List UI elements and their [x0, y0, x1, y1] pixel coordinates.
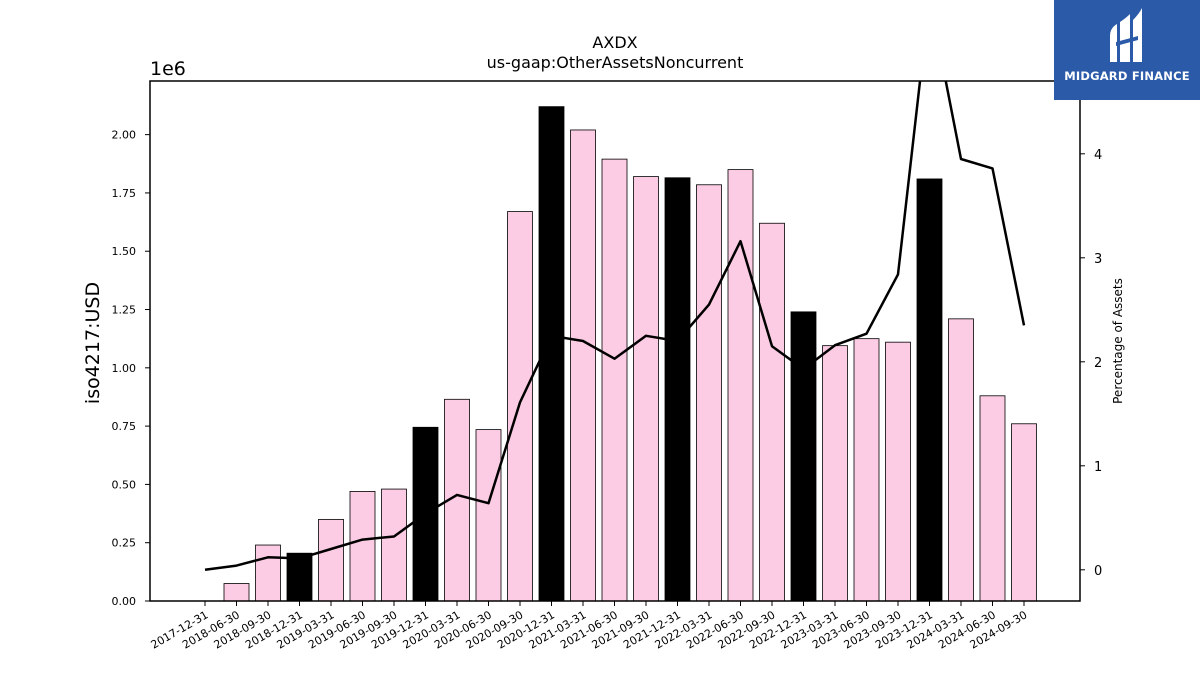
right-tick-label: 3: [1094, 252, 1102, 267]
bar-2019-06-30: [349, 491, 376, 602]
left-axis-ticks: 0.00 0.25 0.50 0.75 1.00 1.25 1.50 1.75 2.00: [112, 129, 150, 608]
bar-2020-06-30: [475, 429, 502, 602]
bar-2023-12-31: [916, 178, 943, 602]
bar-2018-09-30: [255, 544, 281, 602]
left-tick-label: 1.75: [112, 187, 137, 200]
chart-subtitle: us-gaap:OtherAssetsNoncurrent: [486, 53, 744, 72]
bar-2019-03-31: [318, 518, 344, 602]
y2-axis-label: Percentage of Assets: [1111, 278, 1125, 404]
line-group: [204, 81, 1026, 572]
right-axis-ticks: 0 1 2 3 4: [1080, 148, 1102, 579]
bar-2024-06-30: [979, 395, 1006, 602]
bar-2024-03-31: [948, 318, 974, 602]
left-tick-label: 0.00: [112, 595, 137, 608]
right-tick-label: 4: [1094, 148, 1102, 163]
brand-logo: MIDGARD FINANCE: [1054, 0, 1200, 100]
chart-title: AXDX: [592, 33, 638, 52]
logo-text: MIDGARD FINANCE: [1064, 69, 1190, 83]
left-tick-label: 1.25: [112, 304, 137, 317]
bar-2022-06-30: [727, 169, 754, 602]
left-tick-label: 0.75: [112, 420, 137, 433]
bar-2019-09-30: [381, 488, 407, 602]
bar-2022-12-31: [790, 311, 817, 602]
left-tick-label: 0.50: [112, 478, 137, 491]
bar-2022-09-30: [759, 222, 785, 602]
bar-2022-03-31: [696, 184, 722, 602]
bar-2023-03-31: [822, 345, 848, 602]
bar-2021-12-31: [664, 177, 691, 602]
right-tick-label: 2: [1094, 356, 1102, 371]
bar-2021-06-30: [601, 158, 628, 602]
logo-mark-icon: [1110, 8, 1142, 62]
bar-group: [223, 106, 1037, 602]
y-axis-label: iso4217:USD: [82, 282, 104, 404]
x-axis-ticks: 2017-12-312018-06-302018-09-302018-12-31…: [149, 601, 1030, 652]
percentage-line: [204, 81, 1026, 572]
left-tick-label: 0.25: [112, 537, 137, 550]
right-tick-label: 1: [1094, 460, 1102, 475]
bar-2023-06-30: [853, 338, 880, 602]
y-offset-label: 1e6: [150, 58, 186, 80]
left-tick-label: 1.00: [112, 362, 137, 375]
left-tick-label: 2.00: [112, 129, 137, 142]
bar-2021-03-31: [570, 129, 596, 602]
bar-2018-06-30: [223, 583, 250, 602]
bar-2024-09-30: [1011, 423, 1037, 602]
left-tick-label: 1.50: [112, 245, 137, 258]
bar-2021-09-30: [633, 176, 659, 602]
right-tick-label: 0: [1094, 564, 1102, 579]
bar-2018-12-31: [286, 552, 313, 602]
bar-2023-09-30: [885, 341, 911, 602]
